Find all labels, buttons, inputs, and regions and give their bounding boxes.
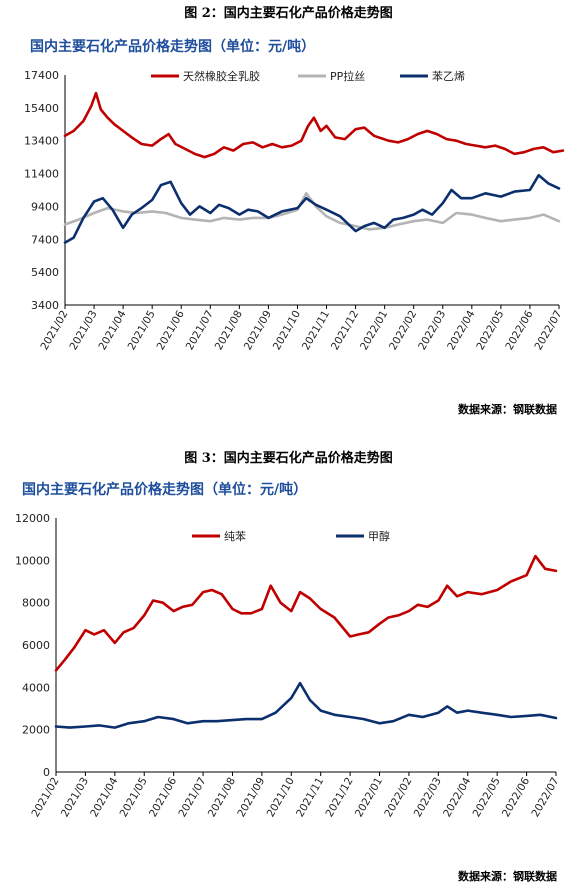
figure1-title: 国内主要石化产品价格走势图（单位：元/吨） — [30, 39, 316, 55]
series-line-1 — [63, 91, 565, 159]
y-tick-label: 2000 — [22, 724, 50, 737]
y-tick-label: 9400 — [31, 200, 59, 213]
x-tick-label: 2021/02 — [38, 309, 70, 353]
x-tick-label: 2021/07 — [184, 309, 216, 353]
legend-label-3: 苯乙烯 — [432, 69, 465, 83]
y-tick-label: 12000 — [15, 512, 50, 525]
x-tick-label: 2021/07 — [176, 776, 208, 820]
series-line-3 — [63, 173, 561, 244]
y-tick-label: 13400 — [24, 135, 59, 148]
x-tick-label: 2022/01 — [353, 776, 385, 820]
x-tick-label: 2022/06 — [500, 775, 532, 819]
y-tick-label: 15400 — [24, 102, 59, 115]
figure2-source: 数据来源：钢联数据 — [458, 870, 557, 883]
y-tick-label: 4000 — [22, 681, 50, 694]
series-line-2 — [54, 681, 558, 729]
y-tick-label: 11400 — [24, 168, 59, 181]
x-tick-label: 2021/04 — [88, 775, 120, 819]
series-line-1 — [54, 554, 558, 672]
x-tick-label: 2021/02 — [29, 776, 61, 820]
x-tick-label: 2021/12 — [329, 309, 361, 353]
x-tick-label: 2021/10 — [271, 309, 303, 353]
series-line-2 — [63, 192, 561, 231]
x-tick-label: 2022/02 — [382, 776, 414, 820]
y-tick-label: 6000 — [22, 639, 50, 652]
y-tick-label: 0 — [43, 766, 50, 779]
x-tick-label: 2022/07 — [532, 309, 564, 353]
x-tick-label: 2022/02 — [387, 309, 419, 353]
x-tick-label: 2022/05 — [474, 309, 506, 353]
x-tick-label: 2021/03 — [67, 309, 99, 353]
x-tick-label: 2022/01 — [358, 309, 390, 353]
x-tick-label: 2021/09 — [235, 776, 267, 820]
x-tick-label: 2021/08 — [213, 309, 245, 353]
x-tick-label: 2022/05 — [471, 776, 503, 820]
x-tick-label: 2021/05 — [126, 309, 158, 353]
x-tick-label: 2021/06 — [155, 308, 187, 352]
y-tick-label: 17400 — [24, 69, 59, 82]
chart1: 3400 5400 7400 9400 11400 13400 15400 17400 2021… — [24, 69, 565, 353]
x-tick-label: 2022/04 — [441, 775, 473, 819]
x-tick-label: 2021/05 — [118, 776, 150, 820]
chart2: 0200040006000800010000120002021/022021/0… — [15, 512, 562, 820]
x-tick-label: 2021/12 — [324, 776, 356, 820]
x-tick-label: 2021/10 — [265, 776, 297, 820]
x-tick-label: 2022/06 — [503, 308, 535, 352]
x-tick-label: 2021/09 — [242, 309, 274, 353]
figure2-caption: 图 3：国内主要石化产品价格走势图 — [184, 451, 393, 466]
y-tick-label: 8000 — [22, 597, 50, 610]
x-tick-label: 2021/08 — [206, 776, 238, 820]
x-tick-label: 2022/04 — [445, 308, 477, 352]
x-tick-label: 2021/04 — [97, 308, 129, 352]
x-tick-label: 2022/07 — [529, 776, 561, 820]
x-tick-label: 2022/03 — [412, 776, 444, 820]
legend-label-1: 天然橡胶全乳胶 — [183, 69, 260, 83]
legend-label-1: 纯苯 — [224, 529, 246, 543]
y-tick-label: 3400 — [31, 299, 59, 312]
x-tick-label: 2022/03 — [416, 309, 448, 353]
figure1-caption: 图 2：国内主要石化产品价格走势图 — [184, 6, 393, 21]
y-tick-label: 5400 — [31, 266, 59, 279]
x-tick-label: 2021/11 — [300, 309, 332, 353]
figure2-title: 国内主要石化产品价格走势图（单位：元/吨） — [22, 482, 308, 498]
x-tick-label: 2021/03 — [59, 776, 91, 820]
legend-label-2: 甲醇 — [368, 529, 390, 543]
y-tick-label: 7400 — [31, 233, 59, 246]
x-tick-label: 2021/11 — [294, 776, 326, 820]
y-tick-label: 10000 — [15, 554, 50, 567]
legend-label-2: PP拉丝 — [330, 69, 365, 83]
x-tick-label: 2021/06 — [147, 775, 179, 819]
figure1-source: 数据来源：钢联数据 — [458, 403, 557, 416]
